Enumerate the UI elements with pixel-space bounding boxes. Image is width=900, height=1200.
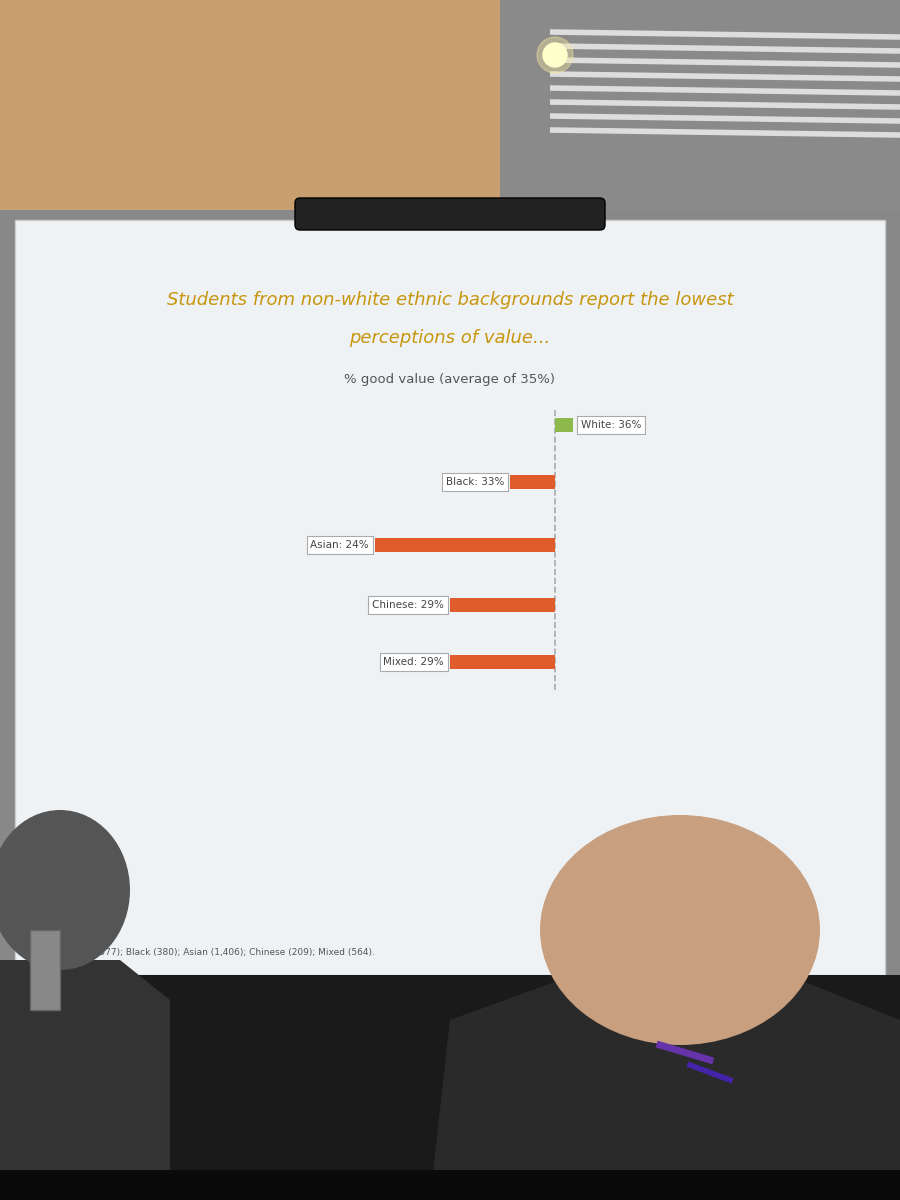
- Text: Chinese: 29%: Chinese: 29%: [372, 600, 444, 610]
- Text: % good value (average of 35%): % good value (average of 35%): [345, 373, 555, 386]
- Polygon shape: [0, 960, 170, 1200]
- Ellipse shape: [540, 815, 820, 1045]
- Polygon shape: [430, 970, 900, 1200]
- Polygon shape: [0, 0, 500, 210]
- Bar: [15, 220, 885, 974]
- Text: White: 36%: White: 36%: [581, 420, 642, 430]
- Circle shape: [537, 37, 573, 73]
- Bar: [510, 475, 555, 490]
- Ellipse shape: [0, 810, 130, 970]
- Bar: [450, 598, 555, 612]
- Bar: [0, 1170, 900, 1200]
- Bar: [0, 974, 900, 1200]
- Bar: [555, 418, 573, 432]
- Bar: [375, 538, 555, 552]
- FancyBboxPatch shape: [295, 198, 605, 230]
- Text: Asian: 24%: Asian: 24%: [310, 540, 369, 550]
- Bar: [30, 930, 60, 1010]
- Text: Black: 33%: Black: 33%: [446, 476, 504, 487]
- Text: micile. White (9,577); Black (380); Asian (1,406); Chinese (209); Mixed (564).: micile. White (9,577); Black (380); Asia…: [25, 948, 375, 956]
- Bar: [450, 655, 555, 670]
- Text: Students from non-white ethnic backgrounds report the lowest: Students from non-white ethnic backgroun…: [166, 290, 733, 308]
- Text: perceptions of value...: perceptions of value...: [349, 329, 551, 347]
- Circle shape: [543, 43, 567, 67]
- Polygon shape: [500, 0, 900, 210]
- Text: Mixed: 29%: Mixed: 29%: [383, 658, 444, 667]
